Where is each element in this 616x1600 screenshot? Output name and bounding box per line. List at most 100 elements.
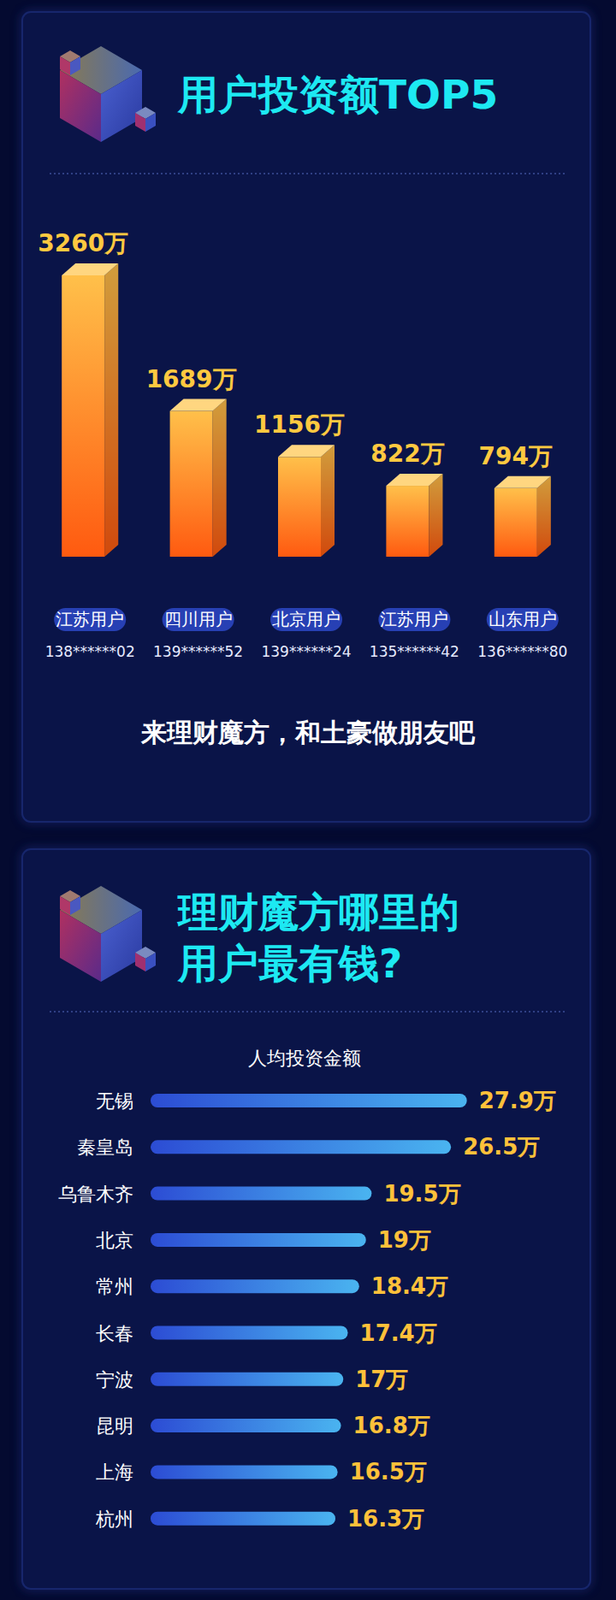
bar-top	[494, 476, 551, 489]
bar-side-shade	[104, 263, 119, 557]
annotation: 来理财魔方，和土豪做朋友吧	[140, 717, 476, 748]
user-id: 139******52	[153, 643, 243, 661]
bar	[150, 1373, 344, 1387]
category-label: 长春	[95, 1323, 134, 1345]
bar	[494, 476, 551, 557]
data-label: 19.5万	[383, 1181, 461, 1208]
data-label: 1689万	[146, 365, 237, 394]
small-cube-left	[135, 112, 146, 132]
cube-icon	[59, 886, 156, 983]
data-label: 16.5万	[349, 1459, 427, 1486]
data-label: 3260万	[37, 229, 129, 258]
user-id: 136******80	[477, 643, 568, 661]
cube-icon	[59, 46, 156, 143]
data-label: 822万	[370, 439, 445, 468]
small-cube-right	[145, 112, 156, 132]
bar-side	[104, 263, 119, 557]
category-label: 北京用户	[272, 609, 341, 630]
bar-top	[278, 444, 335, 457]
bar-side	[320, 444, 335, 557]
category-label: 乌鲁木齐	[58, 1184, 134, 1206]
category-label: 江苏用户	[55, 609, 125, 630]
panel	[22, 849, 591, 1590]
data-label: 17.4万	[360, 1320, 438, 1347]
page: 用户投资额TOP5 3260万江苏用户 138******02 1689万四川用户 13…	[0, 0, 616, 1600]
panel-glow	[20, 847, 593, 1592]
bars	[150, 1094, 468, 1527]
small-cube-right	[70, 896, 81, 916]
category-label: 江苏用户	[379, 609, 449, 630]
bar-side-shade	[537, 476, 551, 557]
category-label: 山东用户	[488, 609, 557, 630]
category-label: 上海	[95, 1462, 134, 1484]
category-label: 北京	[95, 1230, 134, 1252]
chart-title: 用户投资额TOP5	[177, 71, 498, 119]
divider	[49, 172, 565, 175]
bar	[150, 1233, 367, 1248]
bar-side	[428, 473, 443, 557]
divider	[49, 1011, 565, 1013]
category-pill	[486, 608, 559, 632]
category-label: 秦皇岛	[77, 1137, 134, 1159]
bar-side-shade	[213, 399, 227, 557]
bar	[170, 399, 227, 557]
user-id: 135******42	[369, 643, 460, 661]
bars	[61, 263, 551, 557]
subtitle: 人均投资金额	[248, 1048, 362, 1070]
bar	[150, 1512, 336, 1527]
user-id: 138******02	[45, 643, 136, 661]
data-label: 19万	[378, 1227, 432, 1254]
category-pill	[270, 608, 343, 632]
cube-right	[100, 70, 143, 143]
data-label: 794万	[479, 442, 553, 471]
bar-side-shade	[320, 444, 335, 557]
background	[0, 0, 616, 1600]
bar	[385, 473, 443, 557]
bar-front	[278, 456, 321, 557]
bar-front	[170, 411, 214, 557]
user-id: 139******24	[260, 643, 351, 661]
category-label: 宁波	[95, 1369, 134, 1392]
data-label: 16.3万	[347, 1506, 425, 1533]
panel	[22, 11, 591, 823]
small-cube-left	[135, 953, 146, 972]
data-label: 18.4万	[371, 1273, 449, 1300]
bar	[150, 1187, 372, 1202]
bar-top	[61, 263, 119, 276]
bar-side	[213, 399, 227, 557]
category-label: 无锡	[95, 1090, 134, 1113]
category-label: 常州	[95, 1276, 134, 1298]
small-cube-right	[145, 953, 156, 972]
cube-left	[59, 910, 101, 983]
bar	[150, 1419, 342, 1434]
bar-top	[170, 399, 227, 412]
data-label: 16.8万	[353, 1413, 431, 1440]
category-label: 杭州	[94, 1509, 134, 1531]
cube-right	[100, 910, 143, 983]
bar-top	[385, 473, 443, 486]
bar-front	[494, 488, 538, 557]
cube-left	[59, 70, 101, 143]
data-label: 26.5万	[462, 1134, 540, 1161]
chart-title: 理财魔方哪里的用户最有钱?	[176, 888, 460, 988]
bar	[150, 1279, 360, 1294]
title-line: 理财魔方哪里的	[176, 888, 460, 936]
bar	[150, 1465, 338, 1480]
data-label: 27.9万	[479, 1088, 557, 1114]
panel-glow	[20, 10, 593, 824]
small-cube-left	[59, 56, 71, 76]
data-label: 1156万	[254, 410, 345, 439]
title-line: 用户投资额TOP5	[177, 71, 498, 119]
bar	[61, 263, 119, 557]
bar-front	[61, 275, 105, 557]
category-pill	[378, 608, 451, 632]
category-label: 四川用户	[164, 609, 233, 630]
category-pill	[162, 608, 235, 632]
bar-side	[537, 476, 551, 557]
data-label: 17万	[355, 1367, 409, 1393]
bar	[278, 444, 335, 557]
category-label: 昆明	[95, 1415, 134, 1438]
small-cube-left	[59, 896, 71, 916]
bar-front	[385, 485, 429, 557]
title-line: 用户最有钱?	[177, 940, 403, 988]
